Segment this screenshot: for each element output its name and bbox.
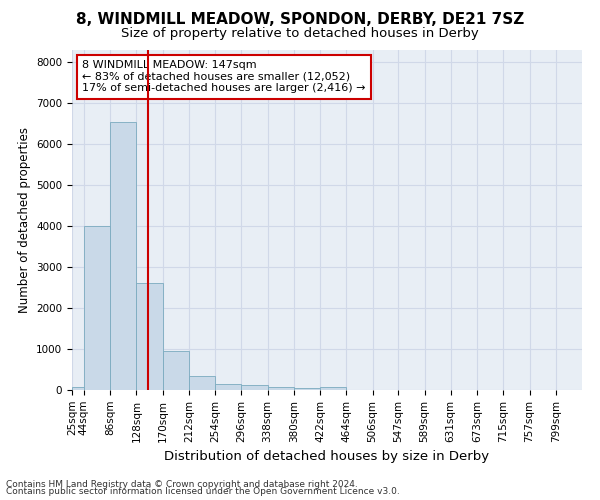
Bar [110, 122, 136, 390]
Text: Contains HM Land Registry data © Crown copyright and database right 2024.: Contains HM Land Registry data © Crown c… [6, 480, 358, 489]
Bar [84, 226, 110, 390]
Text: 8 WINDMILL MEADOW: 147sqm
← 83% of detached houses are smaller (12,052)
17% of s: 8 WINDMILL MEADOW: 147sqm ← 83% of detac… [82, 60, 366, 94]
Bar [189, 376, 215, 390]
Text: Size of property relative to detached houses in Derby: Size of property relative to detached ho… [121, 28, 479, 40]
Bar [215, 384, 241, 390]
Bar [136, 284, 163, 390]
Bar [294, 388, 320, 390]
Bar [163, 351, 189, 390]
Text: Contains public sector information licensed under the Open Government Licence v3: Contains public sector information licen… [6, 487, 400, 496]
Bar [241, 384, 268, 390]
Y-axis label: Number of detached properties: Number of detached properties [17, 127, 31, 313]
Bar [72, 387, 84, 390]
Bar [320, 386, 346, 390]
Bar [268, 386, 294, 390]
Text: 8, WINDMILL MEADOW, SPONDON, DERBY, DE21 7SZ: 8, WINDMILL MEADOW, SPONDON, DERBY, DE21… [76, 12, 524, 28]
X-axis label: Distribution of detached houses by size in Derby: Distribution of detached houses by size … [164, 450, 490, 463]
